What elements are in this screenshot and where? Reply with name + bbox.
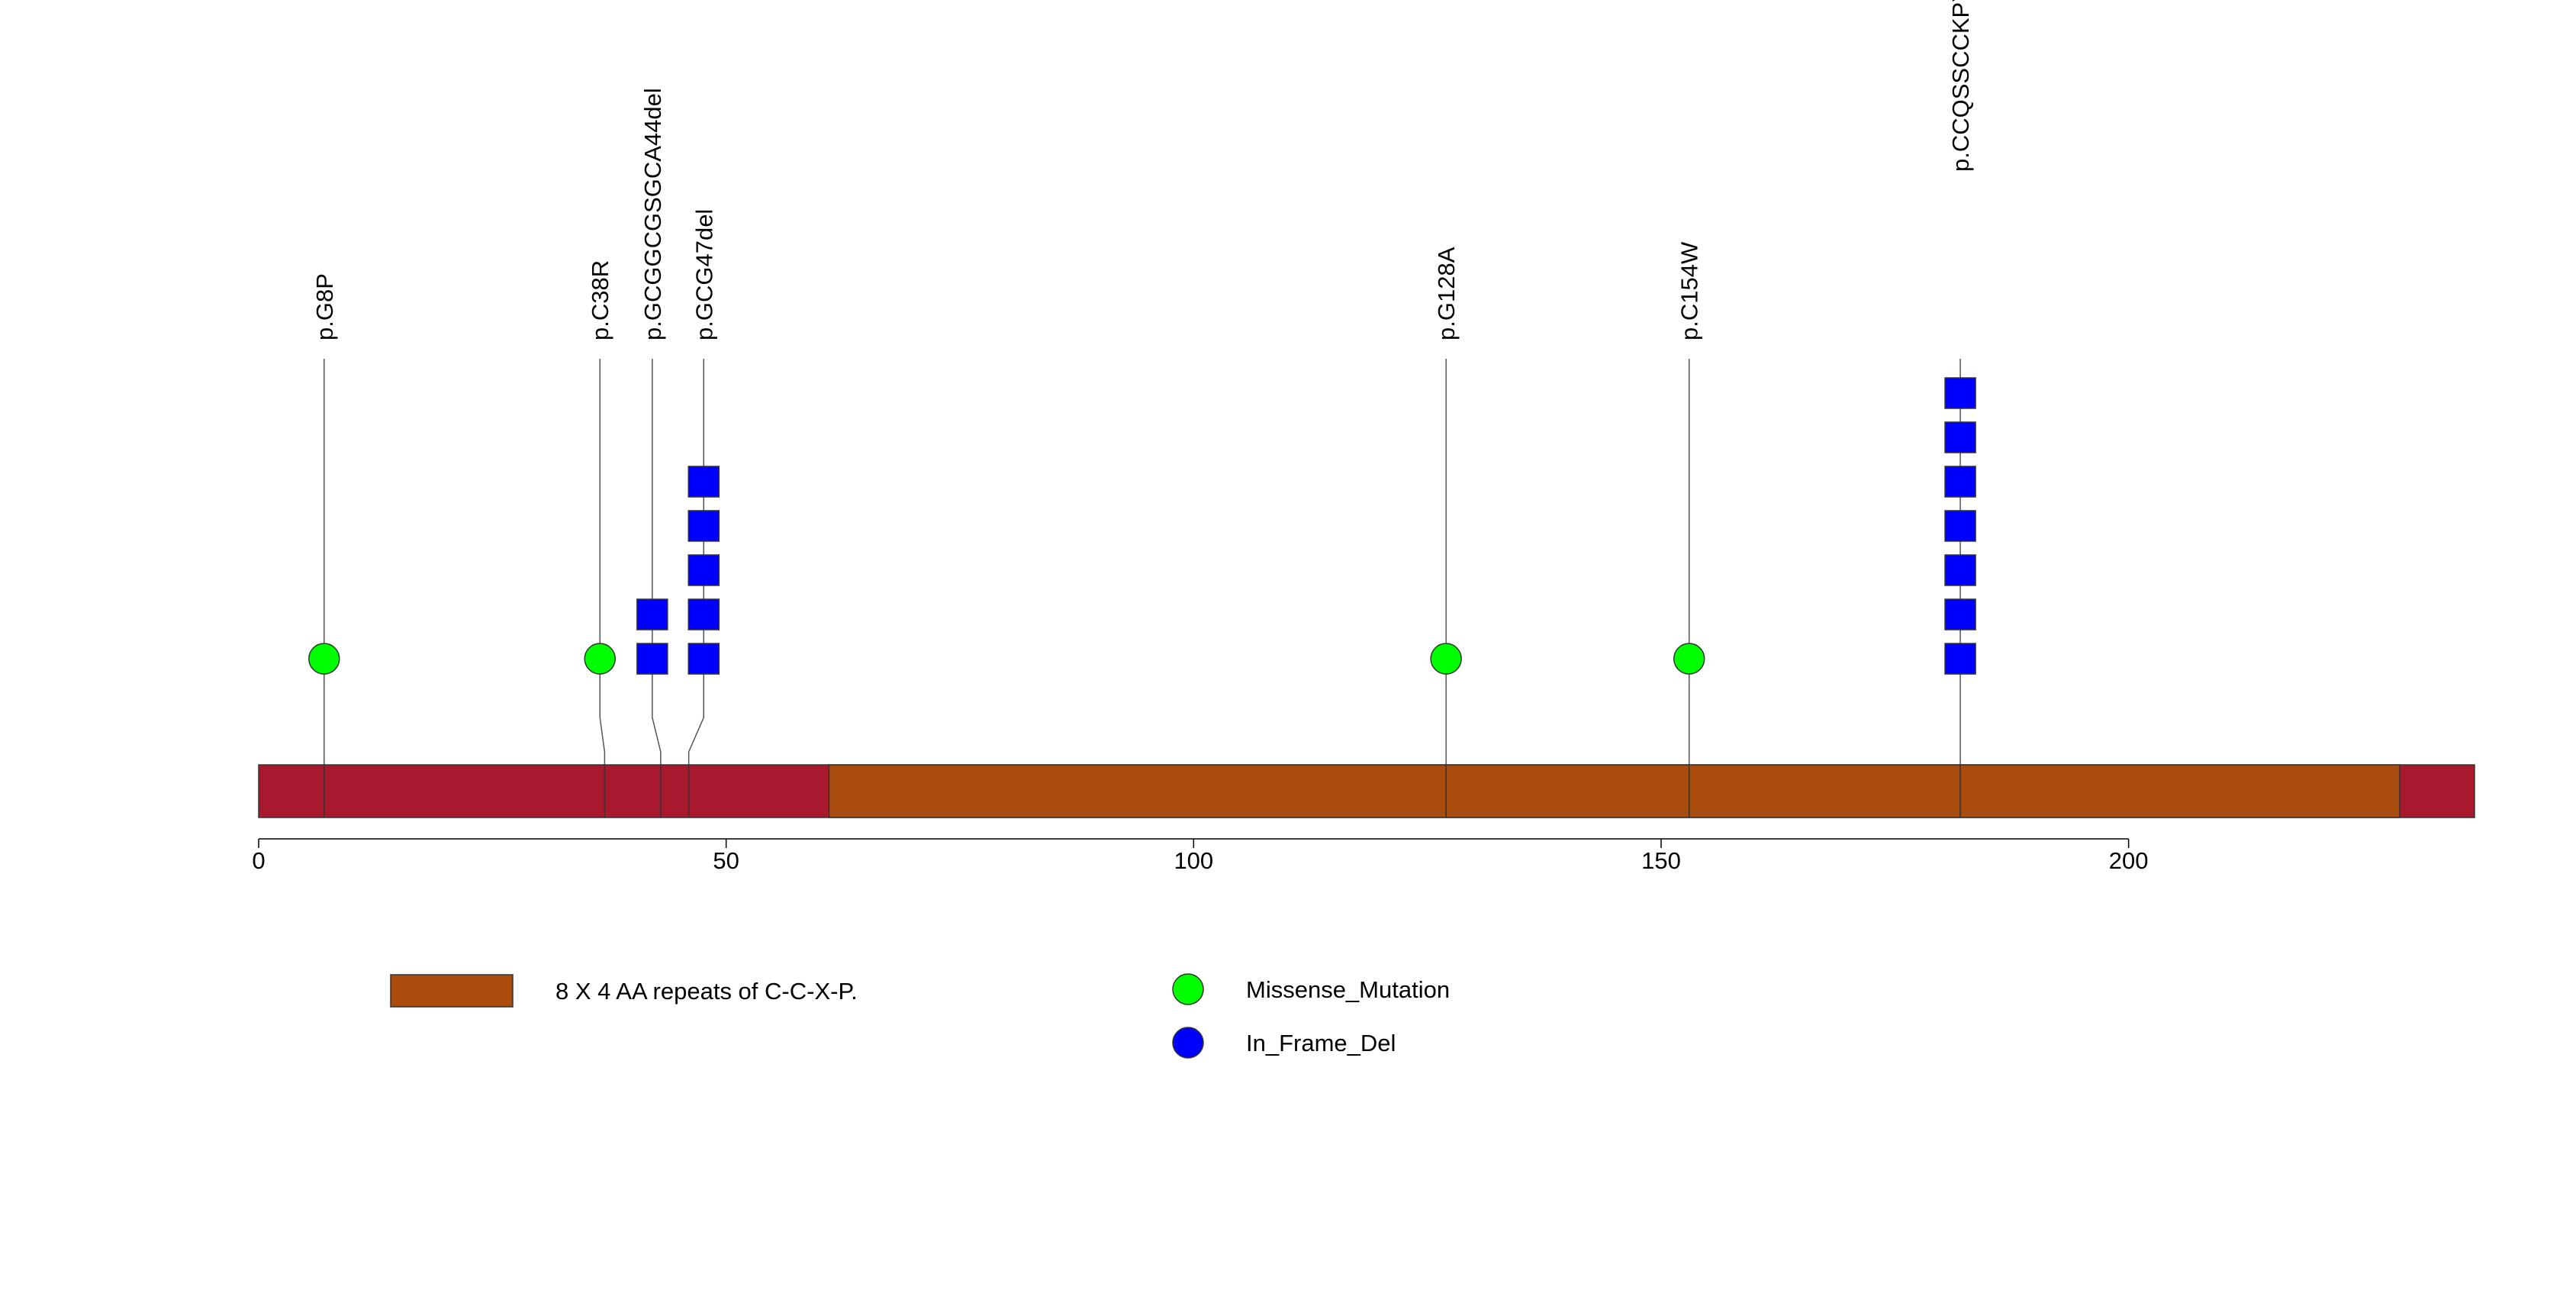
mutation-label: p.CCQSSCCKPY183del [1947,0,1974,172]
missense-marker [584,643,616,675]
mutation-label: p.GCGGCGSGCA44del [639,88,666,340]
in-frame-del-marker [1944,421,1976,453]
x-tick-label: 100 [1174,847,1213,874]
in-frame-del-marker [1944,598,1976,630]
legend-domain-label: 8 X 4 AA repeats of C-C-X-P. [555,978,858,1005]
markers-layer [308,377,1976,675]
legend-missense-marker [1172,973,1204,1005]
in-frame-del-marker [687,554,720,586]
in-frame-del-marker [1944,554,1976,586]
mutation-label: p.C38R [587,260,613,340]
in-frame-del-marker [687,643,720,675]
in-frame-del-marker [1944,510,1976,542]
missense-marker [1430,643,1462,675]
x-tick-label: 200 [2109,847,2149,874]
domain-0 [828,764,2401,818]
stems-layer [324,359,1961,765]
in-frame-del-marker [1944,643,1976,675]
x-tick-label: 150 [1641,847,1681,874]
legend: 8 X 4 AA repeats of C-C-X-P. Missense_Mut… [390,973,1450,1059]
mutation-label: p.GCG47del [691,209,717,340]
x-tick-label: 0 [252,847,265,874]
legend-in-frame-del-marker [1172,1027,1204,1059]
mutation-label: p.G8P [311,273,338,340]
in-frame-del-marker [636,598,668,630]
mutation-stem [599,359,606,765]
in-frame-del-marker [636,643,668,675]
in-frame-del-marker [687,510,720,542]
missense-marker [308,643,340,675]
x-axis: 0 50 100 150 200 [252,838,2149,874]
legend-domain-swatch [390,974,514,1008]
in-frame-del-marker [1944,466,1976,498]
mutation-label: p.G128A [1433,247,1460,340]
protein-backbone-layer [258,764,2475,818]
legend-mutation-type-label: In_Frame_Del [1246,1030,1396,1056]
x-tick-label: 50 [713,847,739,874]
missense-marker [1673,643,1705,675]
mutation-stem [652,359,662,765]
in-frame-del-marker [687,598,720,630]
legend-mutation-type-label: Missense_Mutation [1246,976,1450,1003]
mutation-labels-layer: p.G8P p.C38R p.GCGGCGSGCA44del p.GCG47del p.… [311,0,1974,340]
mutation-label: p.C154W [1676,241,1703,340]
in-frame-del-marker [1944,377,1976,409]
in-frame-del-marker [687,466,720,498]
